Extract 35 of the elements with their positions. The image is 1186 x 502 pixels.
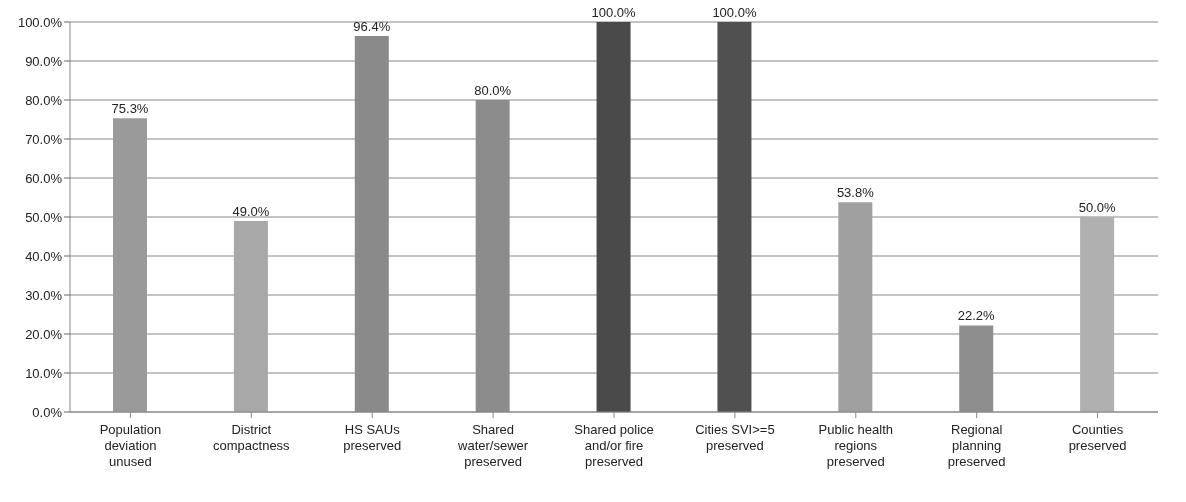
data-label: 100.0% bbox=[591, 5, 637, 20]
bar bbox=[233, 220, 268, 412]
bar bbox=[113, 118, 147, 412]
y-tick-label: 60.0% bbox=[25, 170, 63, 186]
bar bbox=[1080, 217, 1115, 412]
x-tick-label: District compactness bbox=[213, 422, 291, 453]
y-tick-label: 80.0% bbox=[25, 92, 63, 108]
bar bbox=[596, 22, 631, 412]
y-tick-label: 30.0% bbox=[25, 287, 63, 303]
x-tick-label: Counties preserved bbox=[1068, 422, 1127, 453]
y-tick-label: 70.0% bbox=[25, 131, 63, 147]
y-tick-label: 0.0% bbox=[32, 404, 63, 420]
y-tick-label: 90.0% bbox=[25, 53, 63, 69]
data-label: 96.4% bbox=[353, 19, 391, 35]
x-tick-label: Public health regions preserved bbox=[818, 422, 893, 469]
x-tick-label: Shared water/sewer preserved bbox=[457, 422, 529, 469]
data-label: 80.0% bbox=[474, 83, 512, 98]
bar bbox=[838, 202, 873, 412]
y-tick-label: 10.0% bbox=[25, 365, 63, 381]
data-label: 75.3% bbox=[111, 101, 149, 117]
x-tick-label: HS SAUs preserved bbox=[343, 422, 402, 453]
y-tick-label: 40.0% bbox=[25, 248, 63, 264]
x-tick-label: Regional planning preserved bbox=[947, 422, 1006, 469]
data-label: 49.0% bbox=[232, 203, 270, 219]
y-tick-label: 50.0% bbox=[25, 209, 63, 225]
y-tick-label: 100.0% bbox=[17, 14, 63, 30]
data-label: 53.8% bbox=[836, 185, 875, 201]
x-tick-label: Population deviation unused bbox=[99, 422, 162, 469]
bar bbox=[717, 22, 752, 412]
x-tick-label: Shared police and/or fire preserved bbox=[574, 422, 654, 469]
data-label: 100.0% bbox=[712, 5, 757, 20]
data-label: 22.2% bbox=[957, 308, 996, 324]
x-tick-label: Cities SVI>=5 preserved bbox=[695, 422, 775, 453]
y-tick-label: 20.0% bbox=[25, 326, 63, 342]
data-label: 50.0% bbox=[1078, 200, 1116, 215]
